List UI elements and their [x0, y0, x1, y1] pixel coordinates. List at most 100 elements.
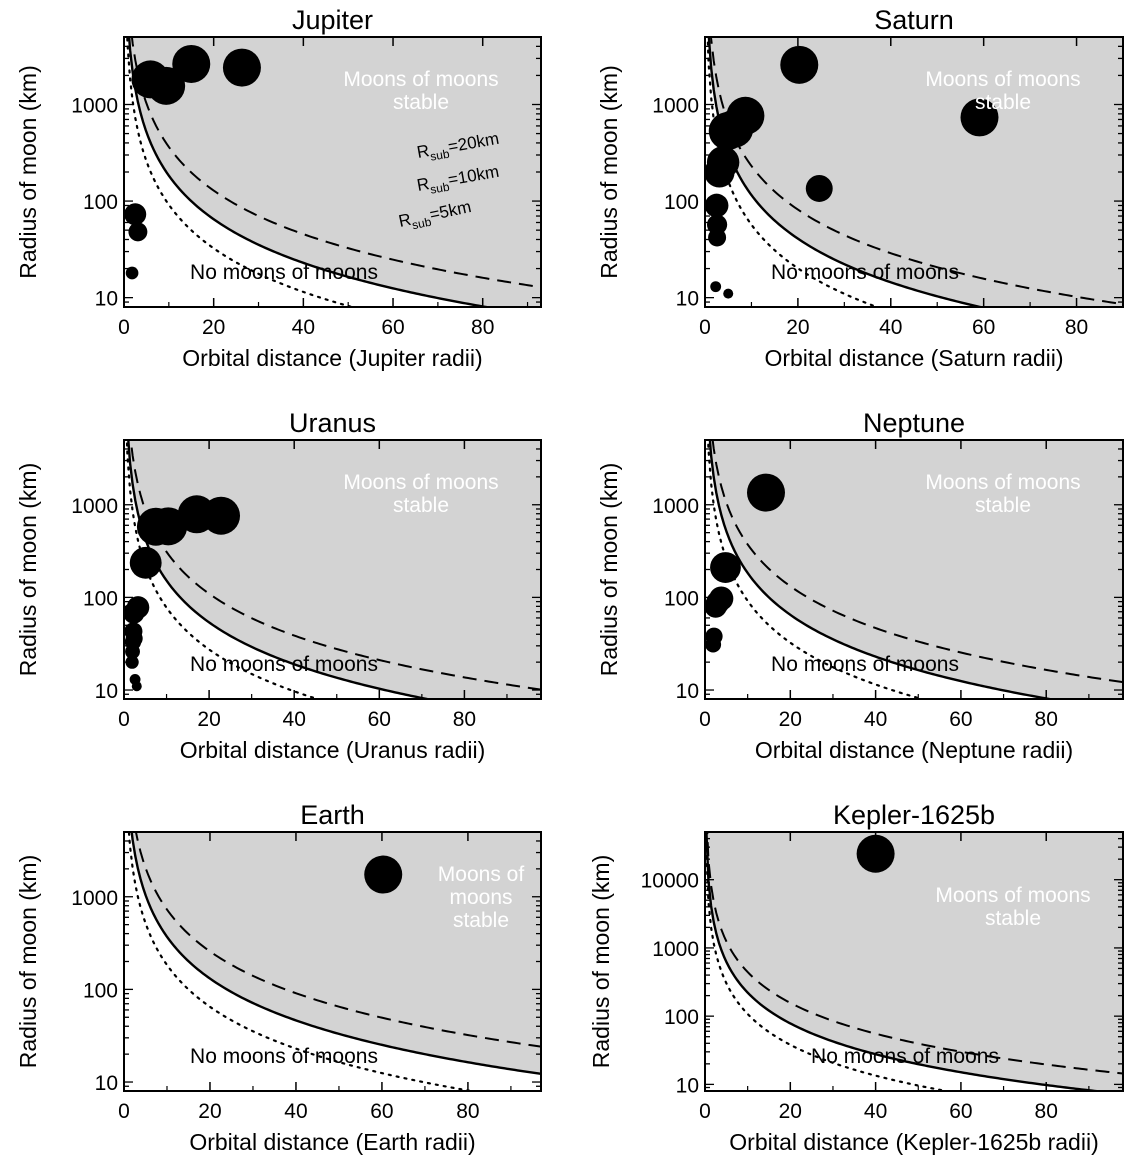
unstable-region-label: No moons of moons — [190, 653, 378, 676]
curve-r10 — [707, 37, 986, 307]
moon-point — [364, 855, 403, 894]
panel-uranus: 0 20 40 60 80 10 100 1000 Uranus Orbital distance… — [15, 408, 542, 763]
moon-point — [149, 507, 188, 546]
moon-point — [705, 627, 723, 645]
y-tick-label: 1000 — [71, 95, 118, 118]
x-tick-label: 80 — [1035, 1100, 1058, 1123]
moon-point — [706, 146, 740, 179]
stable-region — [709, 440, 1123, 699]
y-tick-label: 10 — [95, 288, 118, 311]
panel-kepler-1625b: 0 20 40 60 80 10 100 1000 10000 Kepler-1625b Orbit… — [588, 800, 1124, 1155]
panel-neptune: 0 20 40 60 80 10 100 1000 Neptune Orbital distanc… — [596, 408, 1124, 763]
unstable-region-label: No moons of moons — [811, 1045, 999, 1068]
curve-r20 — [129, 440, 541, 691]
stable-region — [129, 37, 541, 307]
stable-region-label: Moons of — [438, 863, 525, 886]
moon-point — [131, 681, 142, 692]
y-tick-label: 100 — [83, 979, 118, 1002]
panel-title: Kepler-1625b — [833, 800, 995, 830]
curve-r20 — [130, 37, 541, 289]
x-tick-label: 60 — [370, 1100, 393, 1123]
x-tick-label: 0 — [118, 708, 130, 731]
x-tick-label: 0 — [118, 316, 130, 339]
x-tick-label: 0 — [699, 1100, 711, 1123]
x-tick-label: 40 — [283, 708, 306, 731]
x-tick-label: 60 — [368, 708, 391, 731]
curve-r10 — [705, 832, 1106, 1091]
panel-earth: 0 20 40 60 80 10 100 1000 Earth Orbital distance … — [15, 800, 542, 1155]
unstable-region-label: No moons of moons — [190, 1045, 378, 1068]
curve-r10 — [130, 832, 541, 1076]
x-axis-label: Orbital distance (Neptune radii) — [755, 737, 1073, 763]
moon-point — [202, 496, 241, 535]
x-tick-label: 0 — [699, 316, 711, 339]
x-tick-label: 0 — [699, 708, 711, 731]
stable-region-label: Moons of moons — [935, 884, 1090, 907]
y-tick-label: 10 — [95, 1072, 118, 1095]
moon-point — [125, 630, 143, 647]
moon-point — [960, 98, 999, 137]
x-tick-label: 80 — [1035, 708, 1058, 731]
moon-point — [172, 44, 211, 83]
x-tick-label: 40 — [879, 316, 902, 339]
moon-point — [805, 175, 833, 202]
moon-point — [126, 596, 150, 619]
curve-r20 — [706, 832, 1123, 1075]
moon-point — [128, 222, 148, 242]
y-axis-label: Radius of moon (km) — [596, 463, 622, 676]
curve-r5 — [705, 839, 953, 1091]
curve-r5 — [126, 37, 357, 307]
x-tick-label: 40 — [284, 1100, 307, 1123]
y-tick-label: 10 — [676, 680, 699, 703]
moon-point — [709, 586, 734, 611]
curve-r5 — [707, 440, 926, 699]
stable-region — [706, 832, 1123, 1091]
x-tick-label: 20 — [779, 708, 802, 731]
curve-r20 — [711, 440, 1123, 684]
curve-r20 — [710, 37, 1123, 306]
stable-region — [131, 832, 541, 1074]
moon-point — [129, 546, 162, 579]
stable-region-label: Moons of moons — [343, 68, 498, 91]
x-axis-label: Orbital distance (Saturn radii) — [764, 345, 1063, 371]
y-tick-label: 1000 — [652, 938, 699, 961]
moon-point — [222, 48, 261, 87]
y-tick-label: 10 — [676, 288, 699, 311]
y-tick-label: 10000 — [641, 870, 699, 893]
stable-region-label: Moons of moons — [925, 471, 1080, 494]
y-tick-label: 1000 — [71, 495, 118, 518]
x-axis-label: Orbital distance (Jupiter radii) — [182, 345, 482, 371]
x-tick-label: 0 — [118, 1100, 130, 1123]
moon-point — [710, 552, 741, 583]
panel-title: Jupiter — [292, 5, 373, 35]
moon-point — [746, 473, 785, 512]
y-tick-label: 100 — [83, 191, 118, 214]
curve-r5 — [706, 37, 881, 307]
x-tick-label: 60 — [949, 1100, 972, 1123]
x-tick-label: 80 — [453, 708, 476, 731]
moon-point — [125, 266, 139, 280]
y-tick-label: 1000 — [652, 495, 699, 518]
moon-point — [856, 834, 895, 873]
x-tick-label: 20 — [786, 316, 809, 339]
x-tick-label: 80 — [1065, 316, 1088, 339]
x-tick-label: 20 — [779, 1100, 802, 1123]
panel-title: Uranus — [289, 408, 376, 438]
y-axis-label: Radius of moon (km) — [15, 65, 41, 278]
curve-r10 — [127, 37, 493, 307]
stable-region-label: stable — [453, 909, 509, 932]
panel-title: Neptune — [863, 408, 965, 438]
moon-point — [708, 228, 727, 247]
x-tick-label: 20 — [202, 316, 225, 339]
y-tick-label: 100 — [664, 587, 699, 610]
y-tick-label: 1000 — [71, 887, 118, 910]
y-tick-label: 100 — [83, 587, 118, 610]
x-tick-label: 40 — [864, 708, 887, 731]
x-tick-label: 20 — [197, 708, 220, 731]
panel-saturn: 0 20 40 60 80 10 100 1000 Saturn Orbital distance… — [596, 5, 1124, 371]
x-tick-label: 20 — [198, 1100, 221, 1123]
moon-point — [704, 193, 729, 218]
x-tick-label: 80 — [456, 1100, 479, 1123]
y-tick-label: 100 — [664, 1006, 699, 1029]
